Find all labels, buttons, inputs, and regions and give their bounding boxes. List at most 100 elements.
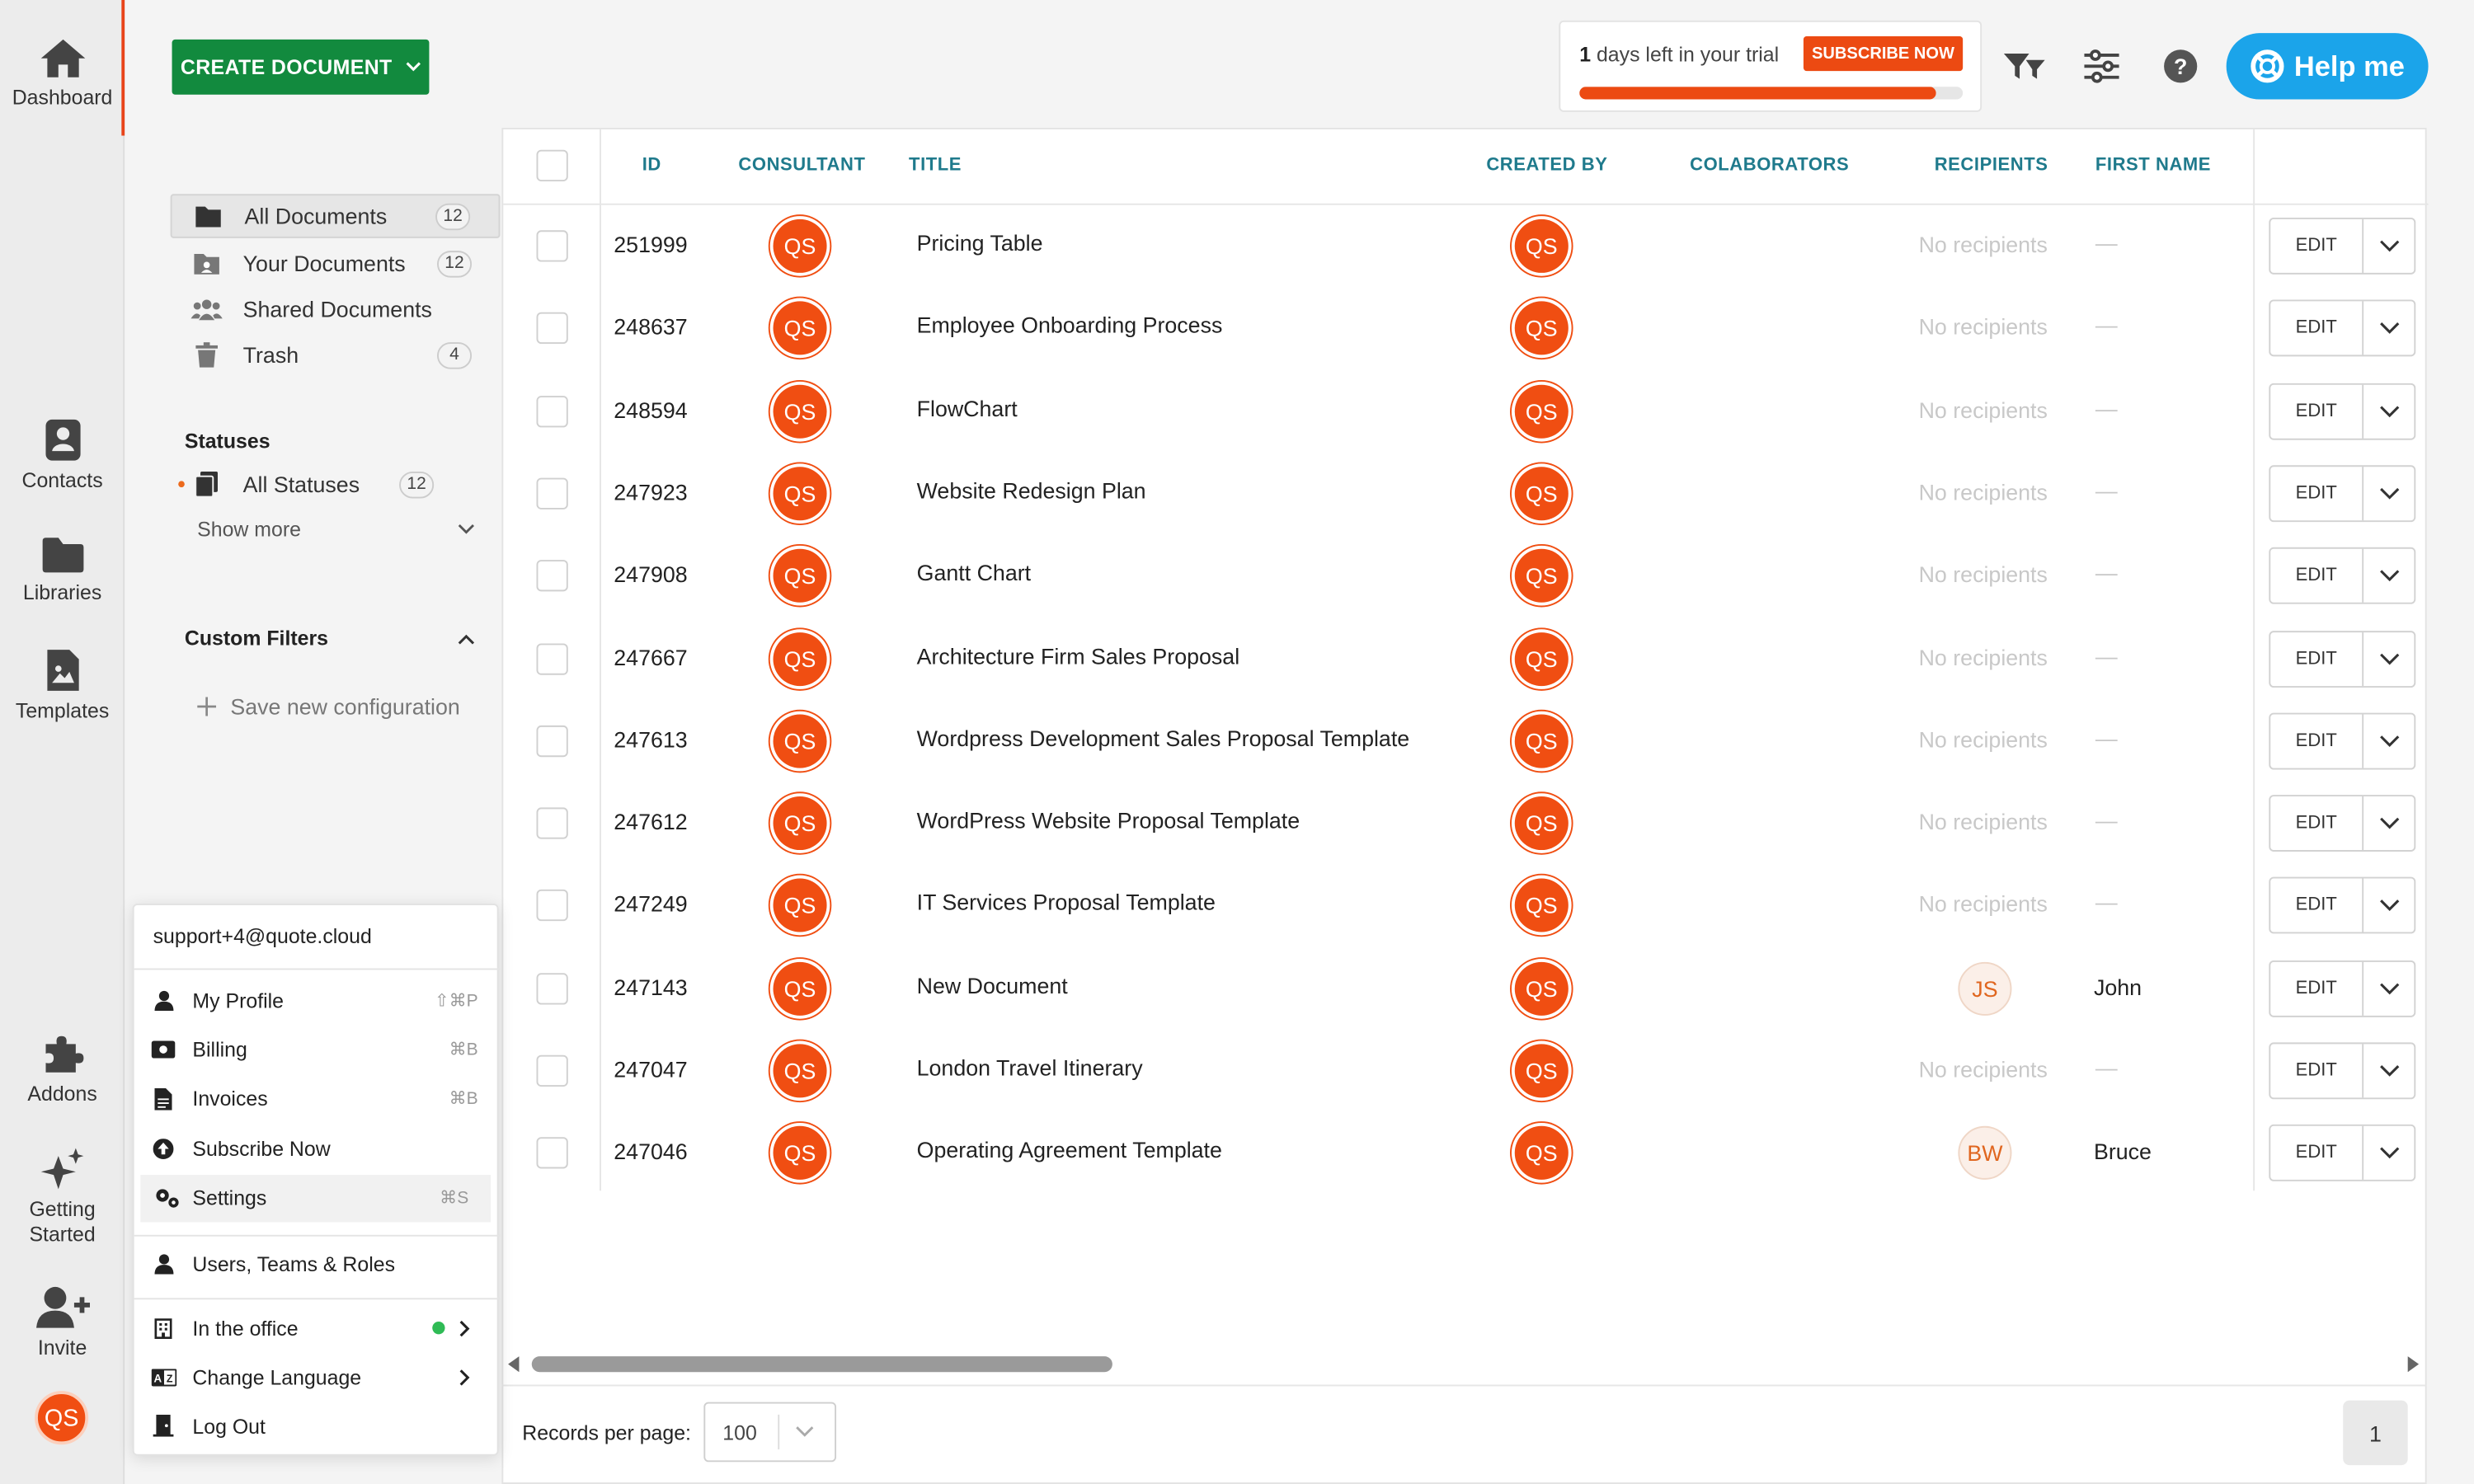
column-header-colaborators[interactable]: COLABORATORS bbox=[1690, 156, 1850, 176]
table-row[interactable]: 247667 QS Architecture Firm Sales Proposal… bbox=[503, 618, 2428, 699]
rail-addons[interactable]: Addons bbox=[0, 1031, 125, 1107]
title-cell[interactable]: FlowChart bbox=[916, 395, 1018, 420]
menu-item-billing[interactable]: Billing ⌘B bbox=[134, 1026, 501, 1073]
column-header-recipients[interactable]: RECIPIENTS bbox=[1934, 156, 2048, 176]
table-row[interactable]: 247612 QS WordPress Website Proposal Templ… bbox=[503, 782, 2428, 864]
settings-sliders-button[interactable] bbox=[2078, 43, 2125, 90]
table-row[interactable]: 251999 QS Pricing Table QS No recipients — EDI… bbox=[503, 205, 2428, 287]
edit-dropdown-button[interactable] bbox=[2363, 549, 2414, 603]
table-row[interactable]: 247923 QS Website Redesign Plan QS No recipi… bbox=[503, 453, 2428, 534]
table-row[interactable]: 247143 QS New Document QS JS John EDIT bbox=[503, 947, 2428, 1029]
title-cell[interactable]: WordPress Website Proposal Template bbox=[916, 807, 1300, 834]
title-cell[interactable]: Website Redesign Plan bbox=[916, 477, 1146, 504]
user-avatar-button[interactable]: QS bbox=[35, 1391, 89, 1445]
row-checkbox[interactable] bbox=[536, 312, 568, 345]
edit-dropdown-button[interactable] bbox=[2363, 1126, 2414, 1180]
column-header-first-name[interactable]: FIRST NAME bbox=[2095, 156, 2212, 176]
edit-dropdown-button[interactable] bbox=[2363, 219, 2414, 273]
edit-dropdown-button[interactable] bbox=[2363, 879, 2414, 932]
menu-item-settings[interactable]: Settings ⌘S bbox=[140, 1174, 492, 1222]
row-checkbox[interactable] bbox=[536, 1054, 568, 1087]
pagination-page-button[interactable]: 1 bbox=[2343, 1400, 2408, 1466]
edit-button[interactable]: EDIT bbox=[2270, 467, 2364, 521]
title-cell[interactable]: Architecture Firm Sales Proposal bbox=[916, 642, 1240, 669]
edit-button[interactable]: EDIT bbox=[2270, 714, 2364, 768]
edit-dropdown-button[interactable] bbox=[2363, 796, 2414, 850]
sidebar-item-trash[interactable]: Trash 4 bbox=[171, 333, 501, 378]
title-cell[interactable]: IT Services Proposal Template bbox=[916, 890, 1216, 916]
menu-item-log-out[interactable]: Log Out bbox=[134, 1402, 501, 1449]
row-checkbox[interactable] bbox=[536, 477, 568, 510]
rail-invite[interactable]: Invite bbox=[0, 1285, 125, 1361]
edit-button[interactable]: EDIT bbox=[2270, 1044, 2364, 1098]
table-row[interactable]: 248594 QS FlowChart QS No recipients — EDIT bbox=[503, 370, 2428, 452]
row-checkbox[interactable] bbox=[536, 230, 568, 262]
edit-dropdown-button[interactable] bbox=[2363, 961, 2414, 1015]
edit-button[interactable]: EDIT bbox=[2270, 218, 2364, 273]
row-checkbox[interactable] bbox=[536, 807, 568, 839]
records-per-page-select[interactable]: 100 bbox=[703, 1402, 837, 1463]
edit-dropdown-button[interactable] bbox=[2363, 714, 2414, 768]
menu-item-my-profile[interactable]: My Profile ⇧⌘P bbox=[134, 976, 501, 1023]
edit-dropdown-button[interactable] bbox=[2363, 632, 2414, 685]
rail-libraries[interactable]: Libraries bbox=[0, 536, 125, 605]
table-row[interactable]: 247908 QS Gantt Chart QS No recipients — EDIT bbox=[503, 535, 2428, 617]
edit-dropdown-button[interactable] bbox=[2363, 384, 2414, 438]
row-checkbox[interactable] bbox=[536, 642, 568, 674]
filter-button[interactable] bbox=[2001, 43, 2048, 90]
row-checkbox[interactable] bbox=[536, 560, 568, 592]
menu-item-in-the-office[interactable]: In the office bbox=[134, 1304, 501, 1351]
row-checkbox[interactable] bbox=[536, 395, 568, 427]
rail-getting-started[interactable]: Getting Started bbox=[0, 1147, 125, 1247]
row-checkbox[interactable] bbox=[536, 890, 568, 922]
column-header-id[interactable]: ID bbox=[642, 156, 661, 176]
table-row[interactable]: 247046 QS Operating Agreement Template QS BW… bbox=[503, 1112, 2428, 1194]
rail-contacts[interactable]: Contacts bbox=[0, 418, 125, 494]
show-more-toggle[interactable]: Show more bbox=[171, 506, 501, 551]
horizontal-scrollbar-thumb[interactable] bbox=[531, 1356, 1112, 1373]
column-header-created-by[interactable]: CREATED BY bbox=[1486, 156, 1608, 176]
edit-button[interactable]: EDIT bbox=[2270, 301, 2364, 355]
edit-dropdown-button[interactable] bbox=[2363, 302, 2414, 355]
sidebar-item-all-documents[interactable]: All Documents 12 bbox=[170, 194, 501, 238]
subscribe-now-button[interactable]: SUBSCRIBE NOW bbox=[1803, 35, 1964, 72]
edit-button[interactable]: EDIT bbox=[2270, 632, 2364, 686]
scroll-right-arrow-icon[interactable] bbox=[2406, 1356, 2420, 1373]
row-checkbox[interactable] bbox=[536, 1137, 568, 1170]
sidebar-item-your-documents[interactable]: Your Documents 12 bbox=[171, 242, 501, 286]
create-document-button[interactable]: CREATE DOCUMENT bbox=[172, 39, 430, 95]
edit-button[interactable]: EDIT bbox=[2270, 961, 2364, 1016]
menu-item-users-teams-roles[interactable]: Users, Teams & Roles bbox=[134, 1240, 501, 1287]
column-header-consultant[interactable]: CONSULTANT bbox=[738, 156, 866, 176]
title-cell[interactable]: Employee Onboarding Process bbox=[916, 312, 1223, 338]
scroll-left-arrow-icon[interactable] bbox=[508, 1356, 520, 1373]
row-checkbox[interactable] bbox=[536, 725, 568, 757]
sidebar-item-shared-documents[interactable]: Shared Documents bbox=[171, 287, 501, 331]
select-all-checkbox[interactable] bbox=[536, 149, 568, 181]
title-cell[interactable]: Gantt Chart bbox=[916, 560, 1032, 586]
sidebar-item-all-statuses[interactable]: All Statuses 12 bbox=[171, 462, 501, 506]
title-cell[interactable]: Operating Agreement Template bbox=[916, 1137, 1222, 1163]
edit-button[interactable]: EDIT bbox=[2270, 383, 2364, 439]
table-row[interactable]: 247613 QS Wordpress Development Sales Prop… bbox=[503, 700, 2428, 782]
menu-item-subscribe-now[interactable]: Subscribe Now bbox=[134, 1125, 501, 1172]
rail-templates[interactable]: Templates bbox=[0, 648, 125, 724]
column-header-title[interactable]: TITLE bbox=[909, 156, 962, 176]
edit-dropdown-button[interactable] bbox=[2363, 1044, 2414, 1097]
save-config-button[interactable]: Save new configuration bbox=[171, 684, 501, 729]
title-cell[interactable]: Pricing Table bbox=[916, 230, 1043, 256]
title-cell[interactable]: London Travel Itinerary bbox=[916, 1054, 1143, 1081]
row-checkbox[interactable] bbox=[536, 972, 568, 1004]
edit-button[interactable]: EDIT bbox=[2270, 879, 2364, 933]
title-cell[interactable]: New Document bbox=[916, 972, 1068, 998]
table-row[interactable]: 248637 QS Employee Onboarding Process QS No … bbox=[503, 288, 2428, 369]
rail-dashboard[interactable]: Dashboard bbox=[0, 38, 125, 110]
edit-button[interactable]: EDIT bbox=[2270, 549, 2364, 603]
help-me-button[interactable]: Help me bbox=[2226, 33, 2429, 100]
chevron-up-icon[interactable] bbox=[458, 634, 475, 645]
table-row[interactable]: 247047 QS London Travel Itinerary QS No reci… bbox=[503, 1030, 2428, 1111]
edit-button[interactable]: EDIT bbox=[2270, 796, 2364, 851]
edit-button[interactable]: EDIT bbox=[2270, 1126, 2364, 1181]
help-question-button[interactable]: ? bbox=[2157, 43, 2204, 90]
